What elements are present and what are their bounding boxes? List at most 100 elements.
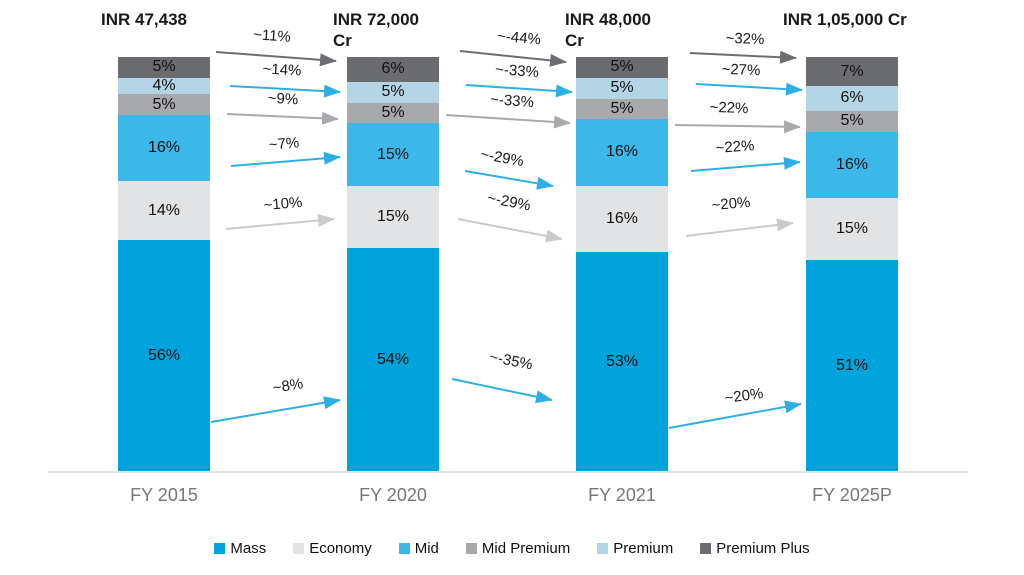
segment-mid-premium: 5% <box>118 94 210 116</box>
growth-arrow-mid-gap1 <box>230 151 341 167</box>
legend-item-mass: Mass <box>214 540 266 557</box>
growth-arrow-label-economy-gap3: ~20% <box>710 193 752 215</box>
growth-arrow-mid-gap3 <box>690 156 801 172</box>
segment-value-label: 5% <box>381 83 405 101</box>
legend-swatch-mass <box>214 543 226 554</box>
bar-title-fy-2021: INR 48,000 Cr <box>565 10 651 50</box>
growth-arrow-economy-gap3 <box>685 218 794 237</box>
segment-mid-premium: 5% <box>347 102 439 124</box>
growth-arrow-mid-premium-gap2 <box>445 114 571 129</box>
segment-value-label: 16% <box>835 155 869 173</box>
bar-fy-2025p: 7% 6% 5% 16% 15% 51% <box>806 57 898 472</box>
growth-arrow-mass-gap2 <box>451 378 553 404</box>
segment-economy: 14% <box>118 181 210 240</box>
segment-value-label: 5% <box>610 58 634 76</box>
segment-premium: 5% <box>576 77 668 99</box>
segment-economy: 16% <box>576 185 668 253</box>
segment-value-label: 15% <box>835 220 869 238</box>
legend-swatch-premium-plus <box>700 543 712 554</box>
legend-label: Mass <box>230 540 267 557</box>
segment-economy: 15% <box>806 198 898 261</box>
segment-value-label: 4% <box>152 77 176 95</box>
growth-arrow-label-mid-gap3: ~22% <box>715 137 755 157</box>
segment-mid: 16% <box>118 115 210 182</box>
legend: Mass Economy Mid Mid Premium Premium Premium … <box>0 540 1024 557</box>
growth-arrow-label-mid-premium-gap1: ~9% <box>267 89 299 109</box>
segment-value-label: 54% <box>376 350 410 368</box>
segment-value-label: 53% <box>605 353 639 370</box>
x-axis-label-fy-2015: FY 2015 <box>130 485 198 505</box>
segment-premium-plus: 7% <box>806 57 898 87</box>
segment-premium-plus: 6% <box>347 57 439 82</box>
growth-arrow-economy-gap2 <box>457 218 563 243</box>
segment-mid: 16% <box>576 119 668 186</box>
growth-arrow-premium-gap1 <box>229 84 341 98</box>
growth-arrow-premium-gap3 <box>695 82 803 96</box>
segment-value-label: 5% <box>381 104 405 122</box>
bar-title-fy-2025p: INR 1,05,000 Cr <box>783 10 907 29</box>
bar-fy-2015: 5% 4% 5% 16% 14% 56% <box>118 57 210 472</box>
segment-value-label: 6% <box>840 89 864 107</box>
growth-arrow-label-mid-gap1: ~7% <box>268 134 300 154</box>
segment-premium: 4% <box>118 78 210 95</box>
growth-arrow-mid-gap2 <box>464 170 554 190</box>
legend-label: Mid <box>414 540 439 557</box>
growth-arrow-label-mid-premium-gap2: ~-33% <box>489 90 535 112</box>
legend-item-premium-plus: Premium Plus <box>700 540 810 557</box>
segment-mass: 53% <box>576 252 668 472</box>
segment-value-label: 5% <box>840 112 864 130</box>
segment-mass: 51% <box>806 260 898 472</box>
growth-arrow-mass-gap1 <box>210 396 341 423</box>
segment-value-label: 16% <box>605 143 639 161</box>
growth-arrow-label-premium-gap1: ~14% <box>262 60 302 80</box>
growth-arrow-label-economy-gap1: ~10% <box>262 193 304 215</box>
x-axis-line <box>48 471 968 473</box>
segment-value-label: 56% <box>147 346 181 364</box>
segment-value-label: 6% <box>381 60 405 78</box>
segment-mid-premium: 5% <box>576 98 668 120</box>
legend-item-economy: Economy <box>293 540 372 557</box>
growth-arrow-mass-gap3 <box>668 400 802 429</box>
bar-title-fy-2015: INR 47,438 <box>101 10 187 29</box>
segment-value-label: 51% <box>835 357 869 375</box>
growth-arrow-premium-gap2 <box>465 84 573 98</box>
legend-label: Mid Premium <box>481 540 571 557</box>
segment-mid: 16% <box>806 131 898 199</box>
segment-premium: 5% <box>347 81 439 103</box>
growth-arrow-label-premium-plus-gap1: ~11% <box>252 26 292 46</box>
growth-arrow-economy-gap1 <box>225 214 335 230</box>
growth-arrow-label-premium-gap3: ~27% <box>721 60 761 80</box>
legend-label: Premium Plus <box>716 540 810 557</box>
legend-swatch-mid <box>398 543 410 554</box>
legend-item-mid: Mid <box>398 540 439 557</box>
segment-value-label: 16% <box>147 139 181 157</box>
segment-value-label: 5% <box>610 99 634 117</box>
segment-value-label: 14% <box>147 201 181 219</box>
segment-value-label: 5% <box>152 58 176 76</box>
segment-premium: 6% <box>806 86 898 111</box>
bar-fy-2021: 5% 5% 5% 16% 16% 53% <box>576 57 668 472</box>
growth-arrow-mid-premium-gap3 <box>674 120 801 134</box>
growth-arrow-label-premium-gap2: ~-33% <box>494 60 540 82</box>
growth-arrow-label-mid-premium-gap3: ~22% <box>709 98 749 118</box>
legend-swatch-mid-premium <box>465 543 477 554</box>
segment-mass: 56% <box>118 239 210 472</box>
legend-swatch-premium <box>597 543 609 554</box>
segment-economy: 15% <box>347 185 439 248</box>
segment-mass: 54% <box>347 247 439 472</box>
legend-label: Premium <box>613 540 674 557</box>
segment-value-label: 5% <box>610 79 634 97</box>
segment-value-label: 5% <box>152 95 176 113</box>
segment-mid-premium: 5% <box>806 110 898 132</box>
growth-arrow-mid-premium-gap1 <box>226 111 339 125</box>
legend-swatch-economy <box>293 543 305 554</box>
growth-arrow-premium-plus-gap1 <box>215 51 337 67</box>
segment-mid: 15% <box>347 123 439 186</box>
bar-fy-2020: 6% 5% 5% 15% 15% 54% <box>347 57 439 472</box>
segment-value-label: 15% <box>376 145 410 163</box>
bar-title-fy-2020: INR 72,000 Cr <box>333 10 419 50</box>
legend-item-mid-premium: Mid Premium <box>465 540 571 557</box>
segment-value-label: 15% <box>376 207 410 225</box>
segment-value-label: 16% <box>605 209 639 227</box>
